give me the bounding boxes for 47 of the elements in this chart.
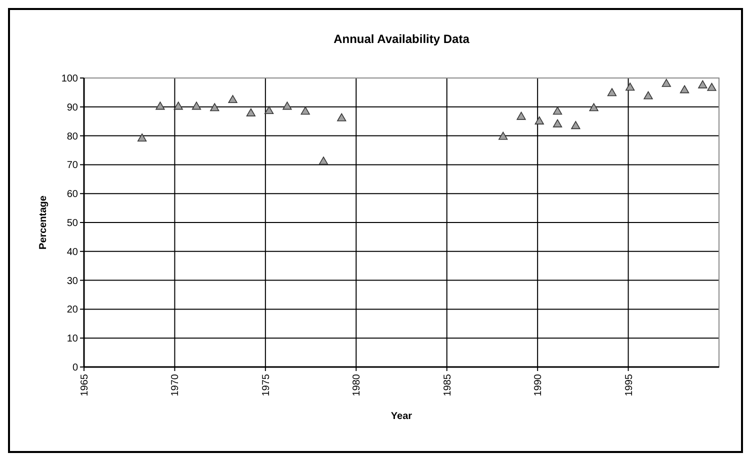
point [571, 121, 580, 130]
point [246, 108, 256, 116]
point [626, 82, 635, 91]
y-tick-label: 10 [66, 334, 78, 345]
x-tick-label: 1970 [170, 374, 182, 396]
point [300, 106, 310, 115]
point [318, 156, 328, 165]
point [607, 88, 617, 96]
y-tick-label: 60 [66, 189, 78, 200]
point [498, 132, 508, 140]
y-tick-label: 100 [61, 74, 78, 84]
x-tick-label: 1990 [533, 374, 544, 396]
point [516, 112, 526, 120]
point [644, 91, 653, 100]
chart-title: Annual Availability Data [334, 32, 470, 46]
y-tick-label: 40 [66, 246, 78, 258]
point [264, 106, 274, 114]
point [156, 102, 165, 110]
point [680, 85, 690, 94]
x-tick-label: 1980 [352, 374, 363, 396]
x-tick-label: 1975 [260, 374, 272, 396]
point [282, 102, 292, 110]
point [228, 95, 238, 104]
point [707, 82, 716, 91]
point [174, 102, 183, 110]
y-axis-title: Percentage [38, 195, 49, 250]
point [589, 103, 598, 112]
x-axis-title: Year [390, 411, 412, 422]
point [192, 102, 202, 110]
x-tick-label: 1995 [624, 374, 635, 396]
y-tick-label: 20 [66, 304, 78, 316]
x-tick-label: 1965 [80, 374, 90, 396]
y-tick-label: 50 [66, 218, 78, 229]
y-tick-label: 70 [66, 160, 78, 172]
point [337, 113, 346, 122]
point [662, 78, 671, 87]
x-tick-label: 1985 [442, 374, 454, 396]
point [137, 133, 147, 142]
y-tick-label: 0 [72, 362, 78, 374]
point [552, 106, 562, 115]
y-tick-label: 80 [66, 131, 78, 142]
point [698, 80, 708, 88]
point [534, 116, 544, 124]
point [552, 119, 562, 128]
y-tick-label: 30 [66, 276, 78, 287]
y-tick-label: 90 [66, 102, 78, 114]
point [210, 103, 220, 112]
